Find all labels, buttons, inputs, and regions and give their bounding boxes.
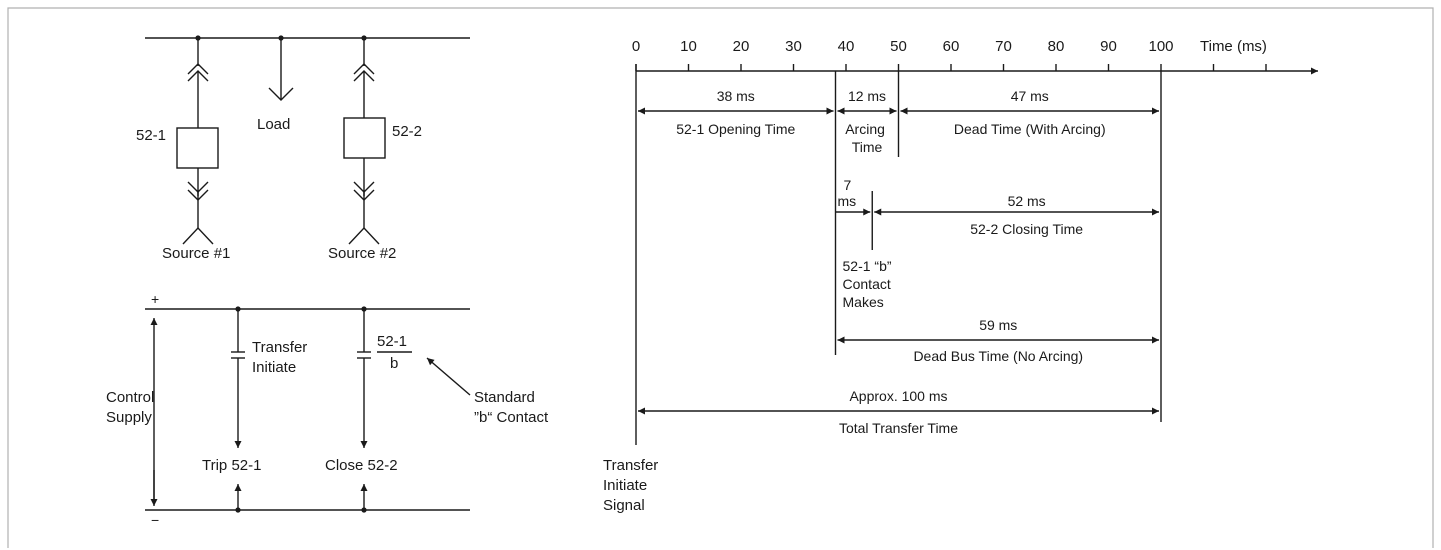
breaker-52-1-symbol <box>176 38 219 245</box>
breaker-52-2-label: 52-2 <box>392 123 422 140</box>
arcing-time-label: Arcing Time <box>845 121 889 155</box>
event-markers <box>635 64 1162 445</box>
transfer-initiate-label: Transfer Initiate <box>252 339 311 376</box>
timing-chart: 0 10 20 30 40 50 60 70 80 90 100 Time (ms) 38 ms 5… <box>603 38 1318 514</box>
trip-coil-label: Trip 52-1 <box>202 457 261 474</box>
time-tick-label: 0 <box>632 38 640 55</box>
time-tick-label: 70 <box>995 38 1012 55</box>
control-supply-label: Control Supply <box>106 389 159 426</box>
figure-frame <box>7 7 1434 548</box>
dead-time-value: 47 ms <box>1011 88 1049 104</box>
b-contact-delay-value: 7 ms <box>838 177 857 209</box>
one-line-diagram: 52-1 Source #1 Load 52-2 Source #2 <box>136 35 470 262</box>
standard-contact-label: Standard ”b“ Contact <box>474 389 549 426</box>
breaker-52-2-symbol <box>343 38 386 245</box>
dead-bus-time-label: Dead Bus Time (No Arcing) <box>913 348 1083 364</box>
b-contact-makes-label: 52-1 “b” Contact Makes <box>843 258 896 310</box>
transfer-initiate-signal-label: Transfer Initiate Signal <box>603 457 662 514</box>
source-1-label: Source #1 <box>162 245 230 262</box>
closing-time-value: 52 ms <box>1008 193 1046 209</box>
time-tick-label: 30 <box>785 38 802 55</box>
control-schematic: + − Control Supply Transfer Initiate Tri… <box>106 291 549 528</box>
time-tick-label: 80 <box>1048 38 1065 55</box>
b-contact-label-top: 52-1 <box>377 333 407 350</box>
close-coil-label: Close 52-2 <box>325 457 398 474</box>
opening-time-value: 38 ms <box>717 88 755 104</box>
load-label: Load <box>257 116 290 133</box>
positive-label: + <box>151 291 159 307</box>
interval-arrows: 38 ms 52-1 Opening Time 12 ms Arcing Tim… <box>638 88 1159 436</box>
time-tick-label: 90 <box>1100 38 1117 55</box>
time-tick-label: 10 <box>680 38 697 55</box>
time-tick-label: 50 <box>890 38 907 55</box>
load-arrow-icon <box>268 38 294 101</box>
arcing-time-value: 12 ms <box>848 88 886 104</box>
negative-label: − <box>151 512 159 528</box>
source-2-label: Source #2 <box>328 245 396 262</box>
dead-time-label: Dead Time (With Arcing) <box>954 121 1106 137</box>
time-tick-labels: 0 10 20 30 40 50 60 70 80 90 100 <box>632 38 1174 55</box>
rail-node <box>235 507 241 513</box>
breaker-52-1-label: 52-1 <box>136 127 166 144</box>
rail-node <box>361 507 367 513</box>
time-tick-label: 100 <box>1148 38 1173 55</box>
total-transfer-time-label: Total Transfer Time <box>839 420 958 436</box>
b-contact-label-bottom: b <box>390 355 398 372</box>
opening-time-label: 52-1 Opening Time <box>676 121 795 137</box>
total-transfer-time-value: Approx. 100 ms <box>849 388 947 404</box>
time-tick-label: 60 <box>943 38 960 55</box>
time-tick-label: 40 <box>838 38 855 55</box>
dead-bus-time-value: 59 ms <box>979 317 1017 333</box>
time-tick-label: 20 <box>733 38 750 55</box>
time-axis-unit-label: Time (ms) <box>1200 38 1267 55</box>
closing-time-label: 52-2 Closing Time <box>970 221 1083 237</box>
standard-contact-leader <box>426 357 471 396</box>
time-axis-ticks <box>635 64 1267 71</box>
